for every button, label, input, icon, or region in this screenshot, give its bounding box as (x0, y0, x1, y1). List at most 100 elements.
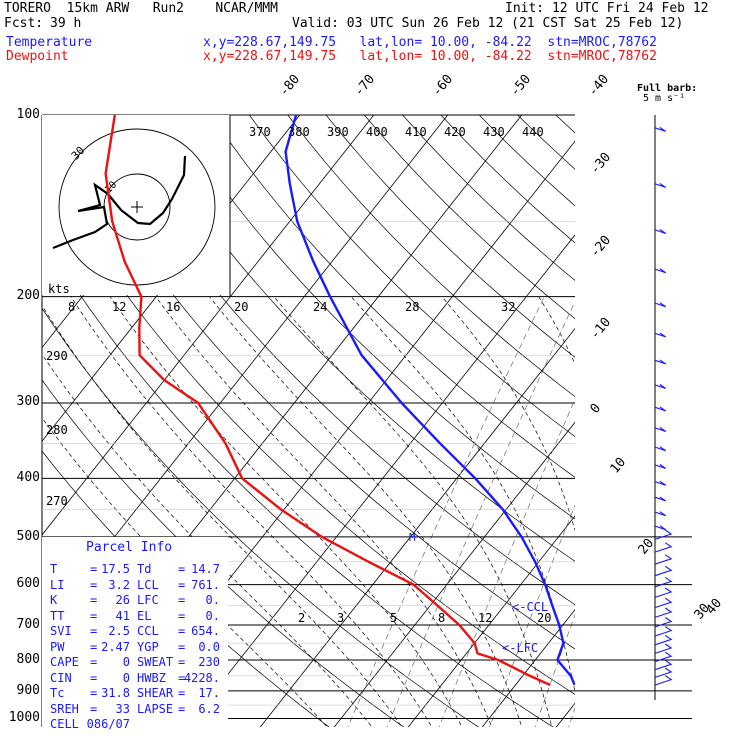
dry-adiabat (594, 115, 740, 731)
parcel-equals: = (178, 577, 186, 592)
dry-adiabat (287, 115, 575, 398)
parcel-label: CELL (50, 717, 79, 731)
dry-adiabat (440, 115, 575, 244)
wind-barb (654, 496, 667, 502)
wind-barb (654, 302, 667, 308)
parcel-value: 761. (191, 577, 220, 592)
wind-barbs (654, 126, 673, 686)
wind-barb (654, 229, 667, 235)
parcel-equals: = (90, 562, 98, 576)
parcel-equals: = (90, 701, 98, 716)
sounding-traces (104, 115, 575, 687)
mixing-ratio-label-low: 3 (337, 611, 344, 625)
parcel-equals: = (90, 624, 98, 638)
parcel-info-panel: Parcel Info T 17.5 Td 14.7 = = LI 3.2 LCL 761. = = K… (42, 537, 228, 731)
mixing-ratio-line (489, 504, 575, 727)
parcel-value: 31.8 (101, 686, 130, 700)
parcel-equals: = (90, 655, 98, 669)
isotherm-label: -20 (588, 233, 615, 261)
pressure-label-100: 100 (16, 107, 40, 122)
wind-barb (654, 634, 673, 646)
init-time: Init: 12 UTC Fri 24 Feb 12 (505, 1, 709, 16)
pressure-label-200: 200 (16, 288, 40, 303)
model-title: TORERO 15km ARW Run2 NCAR/MMM (4, 1, 278, 16)
theta-label: 430 (483, 125, 505, 139)
wind-barb (654, 643, 673, 654)
parcel-value: 14.7 (191, 562, 220, 576)
parcel-label: YGP (137, 639, 159, 654)
temperature-legend: Temperature (6, 35, 93, 50)
lfc-marker: <-LFC (502, 641, 538, 655)
moist-adiabat (109, 296, 463, 727)
dry-adiabat (210, 115, 575, 478)
mixing-ratio-label: 16 (166, 300, 180, 314)
hodograph-center-mark (131, 201, 143, 213)
wind-barb (654, 126, 667, 132)
mixing-ratio-label-low: 12 (478, 611, 492, 625)
isotherm-line (333, 421, 575, 727)
parcel-value: 0. (205, 608, 220, 623)
forecast-hour: 39 h (50, 16, 82, 31)
parcel-value: 2.47 (101, 639, 130, 654)
isotherm-label: -60 (430, 72, 457, 100)
parcel-label: CIN (50, 670, 72, 685)
parcel-label: SHEAR (137, 686, 174, 700)
dry-adiabat (671, 115, 740, 731)
parcel-label: TT (50, 608, 65, 623)
dry-adiabat (249, 115, 575, 438)
mixing-ratio-label: 20 (234, 300, 248, 314)
wind-barb (654, 427, 667, 433)
moist-adiabat (209, 296, 523, 727)
mixing-ratio-label-low: 2 (298, 611, 305, 625)
plot-grid (42, 115, 740, 732)
wind-key-line2: 5 m s⁻¹ (643, 93, 686, 104)
theta-label: 440 (522, 125, 544, 139)
mixing-ratio-line (386, 301, 575, 727)
isotherm-label: -10 (588, 315, 615, 343)
wind-barb (654, 359, 667, 365)
wind-barb (654, 525, 667, 531)
parcel-value: 0 (122, 655, 130, 669)
parcel-label: Tc (50, 686, 65, 700)
dry-adiabat (134, 115, 575, 562)
theta-label: 390 (327, 125, 349, 139)
isotherm-label: -70 (352, 72, 379, 100)
theta-label-left: 280 (46, 423, 68, 437)
dry-adiabat (95, 115, 575, 606)
isotherm-label: 0 (588, 401, 605, 417)
parcel-value: 33 (115, 701, 130, 716)
wind-barb (654, 554, 673, 565)
temperature-location: x,y=228.67,149.75 lat,lon= 10.00, -84.22… (203, 35, 657, 50)
parcel-value: 41 (115, 608, 130, 623)
parcel-equals: = (178, 593, 186, 607)
wind-barb (654, 565, 673, 577)
moist-adiabat (538, 296, 575, 365)
wind-barb (654, 406, 667, 412)
mixing-ratio-line (616, 297, 740, 732)
wind-barb (654, 464, 667, 470)
parcel-equals: = (178, 624, 186, 638)
parcel-label: LCL (137, 577, 159, 592)
pressure-label-400: 400 (16, 470, 40, 485)
parcel-equals: = (90, 608, 98, 623)
parcel-equals: = (90, 593, 98, 607)
ccl-marker: <-CCL (512, 600, 548, 614)
wind-barb (654, 576, 673, 588)
mixing-ratio-label: 28 (405, 300, 419, 314)
dry-adiabat (42, 159, 575, 695)
wind-barb (654, 332, 667, 338)
moist-adiabat (350, 296, 575, 694)
parcel-label: SREH (50, 701, 79, 716)
pressure-label-600: 600 (16, 576, 40, 591)
temperature-line (284, 115, 575, 686)
parcel-value: 0 (122, 670, 130, 685)
dry-adiabat (42, 234, 554, 727)
wind-key-line1: Full barb: (637, 83, 698, 94)
parcel-value: 4228. (183, 670, 220, 685)
dry-adiabat (555, 115, 575, 134)
wind-barb (654, 587, 673, 598)
wind-barb (654, 268, 667, 274)
mixing-ratio-label: 32 (501, 300, 515, 314)
moist-adiabat (155, 296, 493, 727)
